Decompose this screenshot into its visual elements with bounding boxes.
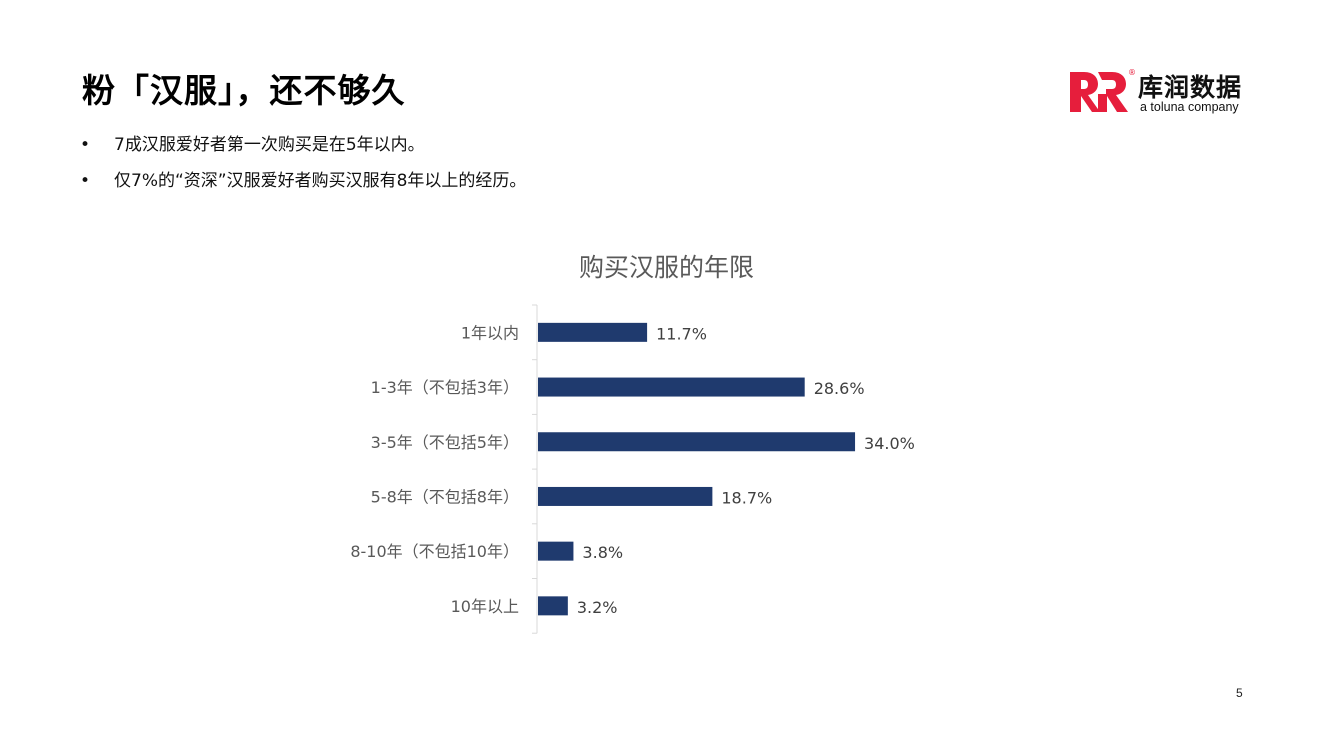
logo-tagline: a toluna company [1140, 100, 1239, 114]
value-label: 3.8% [582, 543, 623, 562]
category-label: 8-10年（不包括10年） [350, 542, 519, 561]
category-label: 3-5年（不包括5年） [371, 433, 519, 452]
registered-mark: ® [1128, 68, 1136, 77]
bar [538, 322, 648, 342]
bullet-list: • 7成汉服爱好者第一次购买是在5年以内。 • 仅7%的“资深”汉服爱好者购买汉… [80, 135, 526, 207]
page-number: 5 [1236, 686, 1243, 700]
kurun-logo-icon [1070, 72, 1128, 112]
bullet-text: 仅7%的“资深”汉服爱好者购买汉服有8年以上的经历。 [114, 171, 527, 191]
bar [538, 486, 713, 506]
bullet-item: • 仅7%的“资深”汉服爱好者购买汉服有8年以上的经历。 [80, 171, 526, 192]
bar [538, 596, 568, 616]
value-label: 28.6% [814, 379, 865, 398]
slide-title: 粉「汉服」，还不够久 [82, 71, 406, 110]
value-label: 18.7% [721, 488, 772, 507]
chart-title: 购买汉服的年限 [578, 253, 754, 282]
bar [538, 541, 574, 561]
category-label: 5-8年（不包括8年） [371, 487, 519, 506]
value-label: 34.0% [864, 434, 915, 453]
bullet-item: • 7成汉服爱好者第一次购买是在5年以内。 [80, 135, 526, 156]
category-label: 1年以内 [461, 323, 519, 342]
value-label: 11.7% [656, 324, 707, 343]
company-logo: ® 库润数据 a toluna company [1068, 68, 1268, 118]
logo-name: 库润数据 [1138, 73, 1243, 102]
bar [538, 377, 805, 397]
category-label: 1-3年（不包括3年） [371, 378, 519, 397]
value-label: 3.2% [577, 598, 618, 617]
bullet-text: 7成汉服爱好者第一次购买是在5年以内。 [114, 135, 425, 155]
bullet-dot: • [80, 171, 91, 191]
category-label: 10年以上 [451, 597, 519, 616]
bullet-dot: • [80, 135, 91, 155]
bar [538, 432, 856, 452]
